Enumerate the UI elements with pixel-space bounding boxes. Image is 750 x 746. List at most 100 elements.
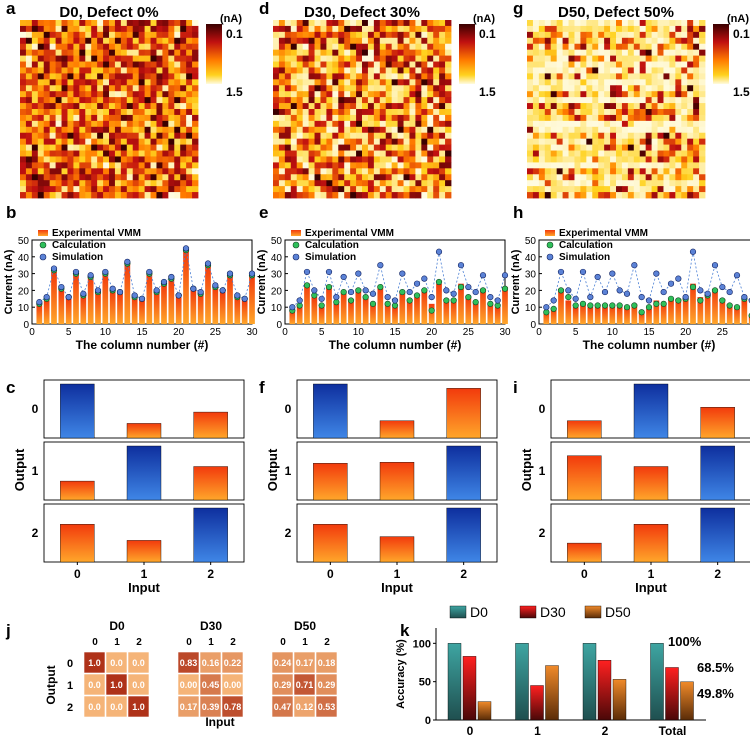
heatmap-cell <box>192 61 199 68</box>
heatmap-cell <box>403 97 410 104</box>
heatmap-cell <box>144 43 151 51</box>
heatmap-cell <box>427 138 434 145</box>
heatmap-cell <box>538 37 546 45</box>
heatmap-cell <box>109 37 116 45</box>
heatmap-cell <box>332 43 339 51</box>
heatmap-cell <box>379 37 387 45</box>
heatmap-cell <box>55 162 62 169</box>
heatmap-cell <box>332 31 339 39</box>
heatmap-cell <box>385 150 393 157</box>
heatmap-cell <box>302 73 309 80</box>
bar-experimental <box>638 312 645 324</box>
heatmap-cell <box>49 174 56 181</box>
heatmap-cell <box>592 114 599 122</box>
heatmap-cell <box>397 180 404 187</box>
heatmap-cell <box>73 126 80 134</box>
heatmap-cell <box>156 20 163 27</box>
heatmap-cell <box>616 85 623 92</box>
heatmap-cell <box>144 97 151 104</box>
heatmap-cell <box>544 20 552 27</box>
heatmap-cell <box>592 37 599 45</box>
output-xtick-label: 2 <box>207 567 214 581</box>
heatmap-cell <box>527 79 534 86</box>
simulation-point <box>87 272 94 279</box>
heatmap-cell <box>192 97 199 104</box>
heatmap-cell <box>675 37 682 45</box>
heatmap-cell <box>31 73 39 80</box>
heatmap-cell <box>356 174 363 181</box>
heatmap-cell <box>79 180 86 187</box>
heatmap-cell <box>168 103 175 110</box>
heatmap-cell <box>284 180 292 187</box>
heatmap-cell <box>681 156 688 163</box>
heatmap-cell <box>592 156 599 163</box>
legend-simulation: Simulation <box>305 252 356 263</box>
heatmap-cell <box>356 132 363 140</box>
heatmap-cell <box>109 132 116 140</box>
heatmap-cell <box>174 31 181 39</box>
heatmap-cell <box>91 31 98 39</box>
heatmap-cell <box>91 85 98 92</box>
heatmap-cell <box>308 49 315 56</box>
heatmap-cell <box>616 103 623 110</box>
heatmap-cell <box>532 126 540 134</box>
heatmap-cell <box>332 85 339 92</box>
heatmap-cell <box>367 150 375 157</box>
confusion-value: 0.0 <box>132 658 145 668</box>
simulation-point <box>616 287 623 294</box>
heatmap-cell <box>532 168 540 175</box>
confusion-col-tick: 1 <box>302 637 308 648</box>
heatmap-cell <box>296 138 304 145</box>
confusion-cell <box>293 695 316 718</box>
heatmap-cell <box>604 168 611 175</box>
bar-experimental <box>487 303 494 324</box>
heatmap-cell <box>657 97 664 104</box>
heatmap-cell <box>308 144 315 151</box>
heatmap-cell <box>338 132 345 140</box>
heatmap-cell <box>397 162 404 169</box>
heatmap-cell <box>284 120 292 128</box>
heatmap-cell <box>186 138 193 145</box>
heatmap-cell <box>645 25 652 33</box>
heatmap-cell <box>527 67 534 74</box>
heatmap-cell <box>580 25 587 33</box>
heatmap-cell <box>409 144 416 151</box>
heatmap-cell <box>278 55 286 62</box>
output-xtick-label: 0 <box>581 567 588 581</box>
heatmap-cell <box>61 79 68 86</box>
heatmap-cell <box>397 73 404 80</box>
heatmap-cell <box>362 103 369 110</box>
heatmap-cell <box>278 61 286 68</box>
heatmap-cell <box>126 67 134 74</box>
heatmap-cell <box>592 61 599 68</box>
heatmap-cell <box>657 180 664 187</box>
calculation-point <box>487 300 494 307</box>
heatmap-cell <box>192 109 199 116</box>
bar-experimental <box>631 303 638 324</box>
heatmap-cell <box>120 20 128 27</box>
heatmap-cell <box>657 168 664 175</box>
heatmap-cell <box>639 31 647 39</box>
heatmap-cell <box>186 37 193 45</box>
heatmap-cell <box>338 55 345 62</box>
heatmap-cell <box>37 150 45 157</box>
heatmap-cell <box>302 31 309 39</box>
heatmap-cell <box>403 73 410 80</box>
heatmap-cell <box>439 91 446 98</box>
heatmap-cell <box>25 85 33 92</box>
heatmap-cell <box>43 144 51 151</box>
heatmap-cell <box>645 49 652 56</box>
heatmap-cell <box>138 103 145 110</box>
heatmap-cell <box>445 79 452 86</box>
heatmap-cell <box>550 109 558 116</box>
heatmap-cell <box>639 174 647 181</box>
heatmap-cell <box>168 20 175 27</box>
heatmap-cell <box>49 109 56 116</box>
heatmap-cell <box>138 31 145 39</box>
bar-experimental <box>146 273 153 324</box>
heatmap-cell <box>687 37 694 45</box>
accuracy-bar-D0 <box>650 643 664 721</box>
heatmap-cell <box>544 132 552 140</box>
heatmap-cell <box>31 174 39 181</box>
heatmap-cell <box>326 192 333 199</box>
